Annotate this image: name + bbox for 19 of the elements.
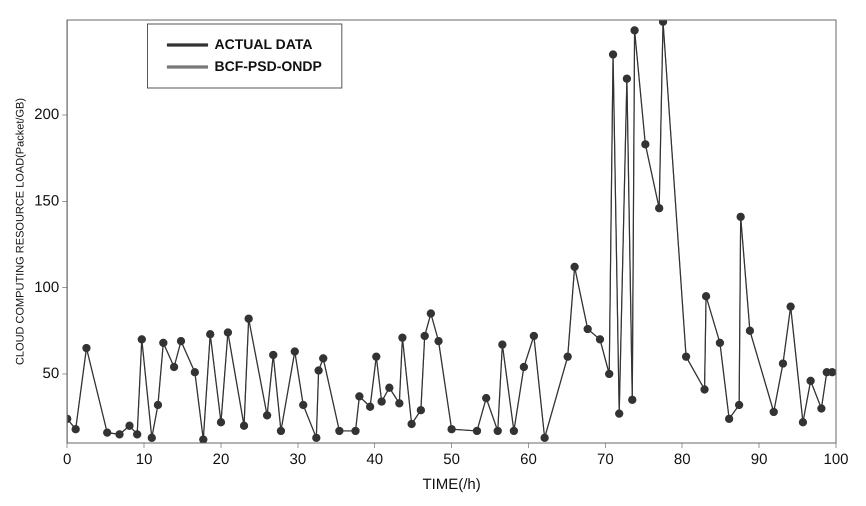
x-tick-label: 10 [136, 451, 152, 468]
y-tick-label: 150 [34, 192, 60, 210]
y-tick-label: 50 [42, 365, 60, 382]
x-tick-label: 90 [750, 451, 768, 468]
x-tick-label: 100 [823, 451, 849, 468]
y-tick-label: 200 [34, 106, 60, 124]
y-axis-title: CLOUD COMPUTING RESOURCE LOAD(Packet/GB) [14, 98, 27, 366]
x-tick-label: 70 [597, 451, 614, 468]
x-tick-label: 50 [443, 451, 460, 468]
y-tick-label: 100 [34, 278, 60, 296]
x-tick-label: 40 [366, 451, 384, 468]
x-axis-title: TIME(/h) [422, 476, 481, 494]
x-tick-label: 60 [520, 451, 537, 468]
x-tick-label: 0 [63, 451, 72, 468]
x-tick-label: 30 [290, 451, 306, 468]
legend-label: BCF-PSD-ONDP [214, 58, 322, 74]
x-tick-label: 20 [212, 451, 230, 468]
legend-label: ACTUAL DATA [214, 36, 312, 52]
x-tick-label: 80 [674, 451, 691, 468]
